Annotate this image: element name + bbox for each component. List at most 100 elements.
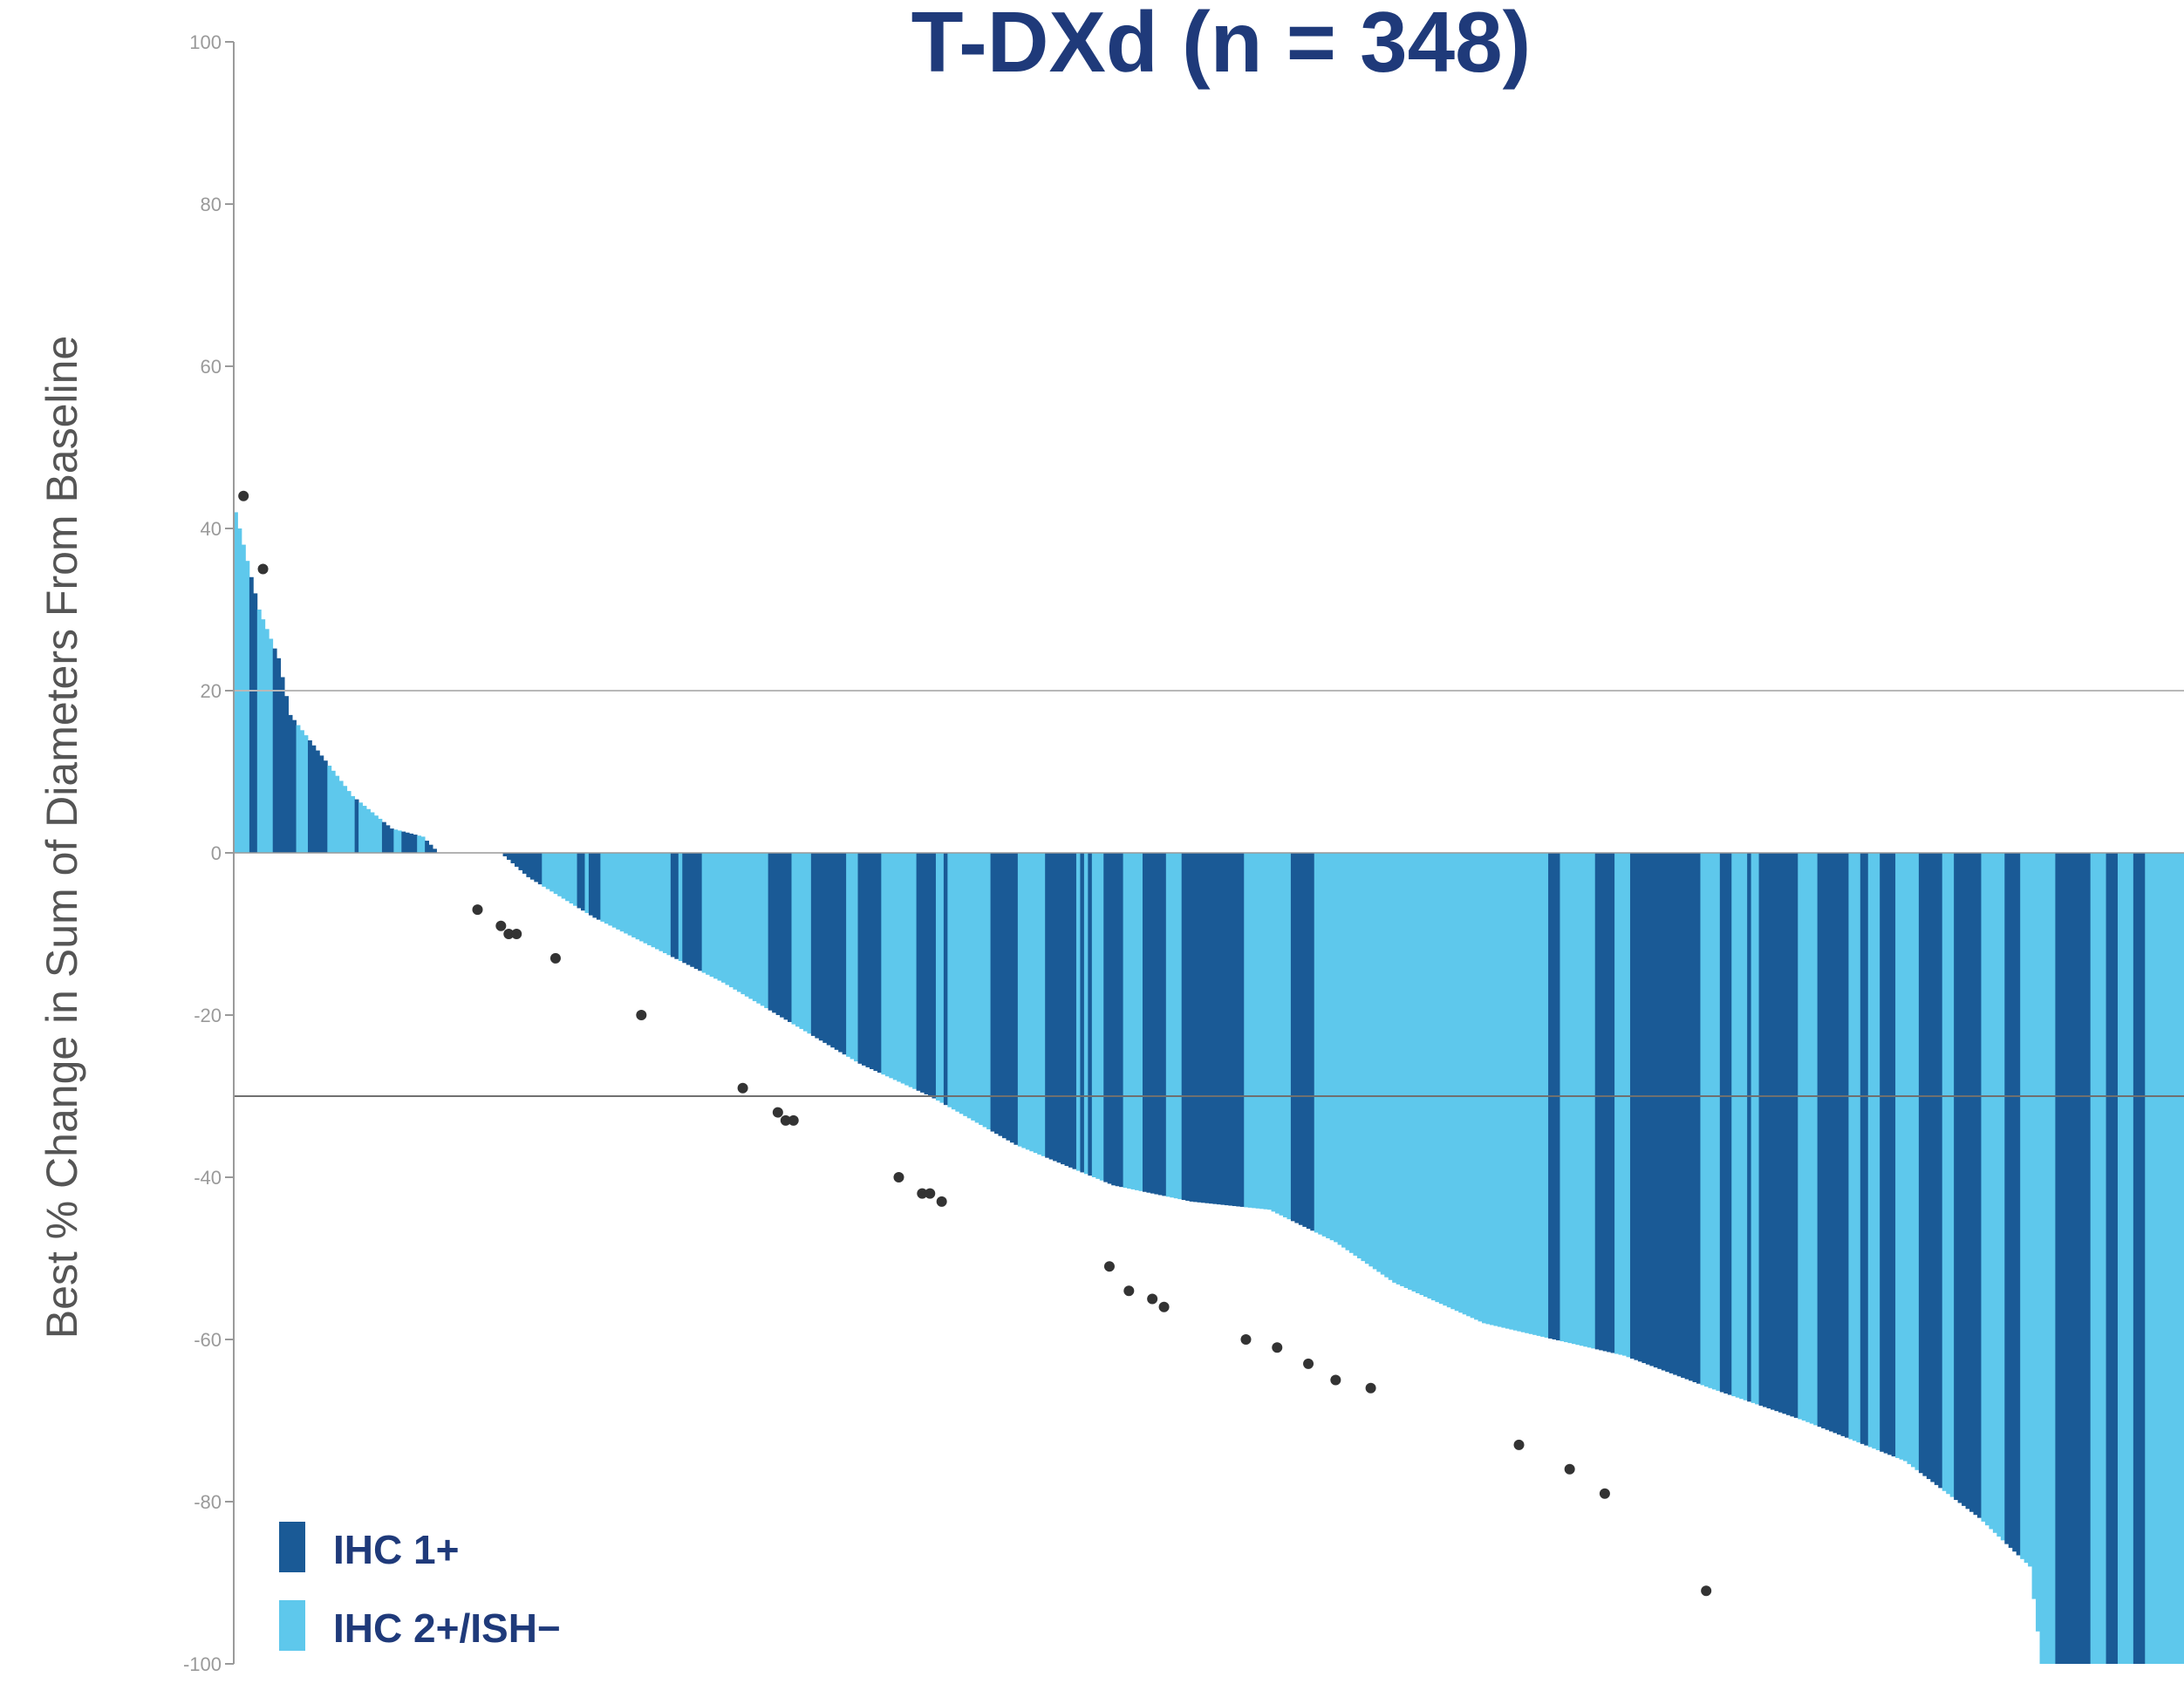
marker xyxy=(1365,1382,1376,1394)
bar xyxy=(1154,853,1159,1195)
bar xyxy=(1536,853,1541,1336)
bar xyxy=(1895,853,1900,1458)
bar xyxy=(1594,853,1600,1350)
bar xyxy=(393,829,399,853)
bar xyxy=(897,853,902,1082)
bar xyxy=(659,853,664,951)
marker xyxy=(511,929,522,939)
bar xyxy=(1848,853,1853,1440)
bar xyxy=(1525,853,1530,1333)
bar xyxy=(1544,853,1549,1338)
bar xyxy=(1053,853,1057,1162)
bar xyxy=(1197,853,1202,1203)
bar xyxy=(346,791,351,853)
bar xyxy=(1954,853,1959,1501)
bar xyxy=(1996,853,2002,1537)
bar xyxy=(2086,853,2092,1664)
marker xyxy=(1103,1261,1115,1272)
bar xyxy=(1520,853,1525,1332)
bar xyxy=(654,853,659,950)
bar xyxy=(1602,853,1607,1352)
bar xyxy=(1103,853,1109,1182)
bar xyxy=(1037,853,1042,1155)
bar xyxy=(1844,853,1849,1438)
bar xyxy=(1992,853,1997,1533)
bar xyxy=(1123,853,1128,1189)
bar xyxy=(756,853,761,1004)
bar xyxy=(1860,853,1865,1444)
bar xyxy=(795,853,800,1027)
bar xyxy=(1629,853,1635,1359)
bar xyxy=(1017,853,1022,1147)
bar xyxy=(1384,853,1389,1278)
bar xyxy=(1185,853,1191,1201)
bar xyxy=(428,844,433,853)
bar xyxy=(982,853,987,1128)
bar xyxy=(1072,853,1077,1169)
bar xyxy=(873,853,878,1072)
bar xyxy=(1708,853,1713,1388)
bar xyxy=(2012,853,2017,1552)
bar xyxy=(1711,853,1716,1390)
bar xyxy=(1821,853,1826,1428)
bar xyxy=(1380,853,1385,1275)
bar xyxy=(951,853,956,1110)
bar xyxy=(1505,853,1510,1329)
bar xyxy=(1416,853,1420,1294)
bar xyxy=(378,818,383,853)
bar xyxy=(1801,853,1806,1421)
bar xyxy=(1209,853,1213,1204)
bar xyxy=(1403,853,1409,1288)
bar xyxy=(1345,853,1350,1251)
marker xyxy=(780,1114,791,1126)
bar xyxy=(1622,853,1627,1356)
bar xyxy=(323,760,328,853)
bar xyxy=(1193,853,1198,1203)
bar xyxy=(596,853,601,920)
chart-title: T-DXd (n = 348) xyxy=(911,0,1532,90)
bar xyxy=(1408,853,1412,1290)
bar xyxy=(1435,853,1440,1303)
bar xyxy=(1681,853,1685,1378)
bar xyxy=(569,853,574,903)
bar xyxy=(826,853,831,1046)
bar xyxy=(1723,853,1729,1394)
bar xyxy=(1170,853,1175,1198)
bar xyxy=(1099,853,1104,1181)
y-tick-label: -40 xyxy=(194,1167,222,1189)
bar xyxy=(1883,853,1888,1454)
bar xyxy=(1571,853,1576,1345)
bar xyxy=(1083,853,1089,1175)
bar xyxy=(1353,853,1358,1256)
bar xyxy=(1091,853,1096,1177)
bar xyxy=(775,853,781,1015)
bar xyxy=(2145,853,2150,1664)
bar xyxy=(2071,853,2076,1664)
bar xyxy=(1228,853,1233,1206)
bar xyxy=(1232,853,1237,1207)
bar xyxy=(1836,853,1841,1435)
bar xyxy=(990,853,995,1132)
bar xyxy=(331,770,336,853)
bar xyxy=(1014,853,1019,1145)
bar xyxy=(1813,853,1819,1426)
bar xyxy=(1669,853,1674,1373)
bar xyxy=(701,853,706,973)
bar xyxy=(1926,853,1931,1480)
bar xyxy=(748,853,754,999)
bar xyxy=(616,853,621,930)
bar xyxy=(1965,853,1970,1510)
bar xyxy=(1061,853,1065,1165)
bar xyxy=(1224,853,1229,1206)
y-tick-label: -80 xyxy=(194,1491,222,1513)
bar xyxy=(420,836,426,853)
bar xyxy=(2176,853,2181,1664)
bar xyxy=(788,853,792,1022)
bar xyxy=(1676,853,1682,1377)
bar xyxy=(409,833,414,853)
bar xyxy=(1244,853,1249,1208)
bar xyxy=(1907,853,1912,1464)
bar xyxy=(717,853,722,981)
bar xyxy=(1138,853,1143,1191)
marker xyxy=(737,1082,748,1094)
